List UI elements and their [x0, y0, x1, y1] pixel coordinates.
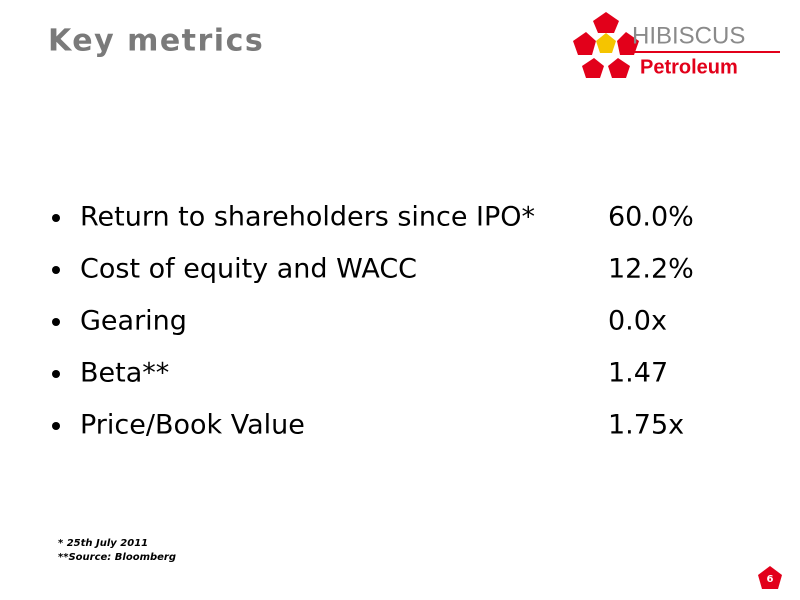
footnotes: * 25th July 2011 **Source: Bloomberg [58, 538, 176, 563]
bullet [52, 214, 60, 222]
bullet [52, 318, 60, 326]
metric-label: Return to shareholders since IPO* [80, 202, 535, 233]
metric-label: Beta** [80, 358, 169, 389]
logo-petal [608, 58, 630, 78]
metric-value: 12.2% [608, 254, 694, 285]
logo-petal [582, 58, 604, 78]
metric-label: Cost of equity and WACC [80, 254, 417, 285]
metric-label: Gearing [80, 306, 187, 337]
logo-sub: Petroleum [640, 56, 738, 78]
logo-center [596, 33, 616, 53]
bullet [52, 370, 60, 378]
logo-petal [573, 32, 596, 55]
bullet [52, 422, 60, 430]
metrics-list: Return to shareholders since IPO* 60.0% Co… [52, 202, 694, 441]
footnote: * 25th July 2011 [58, 538, 148, 549]
metric-value: 1.75x [608, 410, 684, 441]
page-number: 6 [767, 574, 774, 585]
bullet [52, 266, 60, 274]
logo-petal [593, 12, 619, 33]
footnote: **Source: Bloomberg [58, 552, 176, 563]
metric-value: 0.0x [608, 306, 667, 337]
slide-title: Key metrics [48, 24, 264, 59]
metric-value: 60.0% [608, 202, 694, 233]
logo-name: HIBISCUS [632, 22, 745, 49]
page-badge [758, 566, 782, 589]
logo-petal [617, 32, 639, 55]
metric-value: 1.47 [608, 358, 668, 389]
metric-label: Price/Book Value [80, 410, 305, 441]
logo: HIBISCUS Petroleum [573, 12, 780, 78]
